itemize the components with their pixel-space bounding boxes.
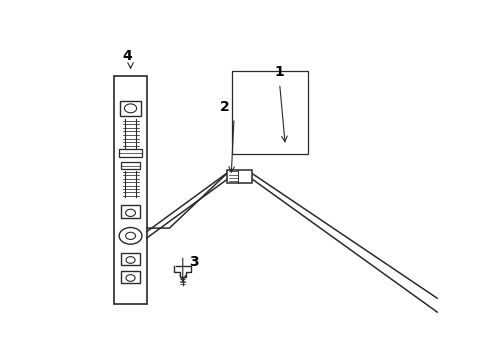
Text: 2: 2 — [220, 100, 229, 114]
Bar — [119, 149, 142, 157]
Circle shape — [125, 209, 136, 216]
Bar — [121, 162, 141, 169]
Bar — [115, 76, 147, 304]
Bar — [232, 71, 308, 154]
Bar — [227, 170, 252, 183]
Circle shape — [124, 104, 137, 113]
Bar — [120, 101, 141, 116]
Circle shape — [119, 228, 142, 244]
Circle shape — [125, 232, 136, 239]
Circle shape — [126, 275, 135, 281]
Text: 4: 4 — [123, 49, 133, 63]
Text: 1: 1 — [275, 65, 285, 79]
Text: 3: 3 — [189, 255, 199, 269]
Bar — [122, 271, 140, 283]
Bar — [121, 205, 141, 218]
Bar — [122, 253, 140, 265]
Circle shape — [126, 257, 135, 263]
